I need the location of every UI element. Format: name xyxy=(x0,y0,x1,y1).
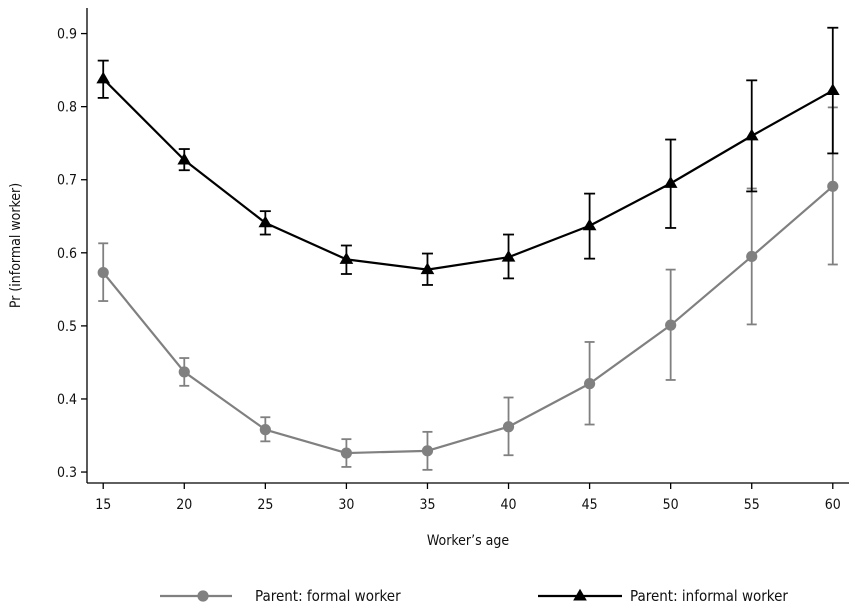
legend-label-informal: Parent: informal worker xyxy=(630,587,788,605)
y-tick-label: 0.7 xyxy=(57,173,77,189)
data-point xyxy=(96,71,111,84)
data-point xyxy=(177,152,192,165)
data-point xyxy=(744,128,759,141)
legend-marker-informal xyxy=(573,588,587,601)
legend-marker-shape xyxy=(197,590,209,602)
data-point xyxy=(582,218,597,231)
x-ticks: 15 20 25 30 35 40 45 50 55 60 xyxy=(95,483,841,513)
data-point xyxy=(339,252,354,264)
data-point xyxy=(178,366,190,378)
legend-label-formal: Parent: formal worker xyxy=(255,587,401,605)
data-point xyxy=(501,249,516,262)
data-point xyxy=(665,319,677,331)
data-point xyxy=(259,424,271,436)
x-axis-label: Worker’s age xyxy=(427,533,510,549)
x-tick-label: 15 xyxy=(95,497,111,513)
x-tick-label: 25 xyxy=(257,497,273,513)
y-tick-label: 0.6 xyxy=(57,246,77,262)
x-tick-label: 30 xyxy=(338,497,354,513)
series-formal xyxy=(97,106,839,471)
x-tick-label: 20 xyxy=(176,497,192,513)
y-tick-label: 0.4 xyxy=(57,392,77,408)
data-point xyxy=(97,266,109,279)
data-point xyxy=(746,250,758,263)
y-tick-label: 0.8 xyxy=(57,100,77,116)
legend-item-formal: Parent: formal worker xyxy=(160,587,401,605)
series-informal xyxy=(96,26,840,286)
data-point xyxy=(663,176,678,188)
legend-marker-formal xyxy=(197,590,209,602)
y-tick-label: 0.3 xyxy=(57,465,77,481)
x-tick-label: 60 xyxy=(825,497,841,513)
data-point xyxy=(827,180,839,192)
data-point xyxy=(340,447,353,459)
data-point xyxy=(258,215,273,228)
plot-area xyxy=(96,26,840,471)
data-point xyxy=(421,445,434,457)
data-point xyxy=(825,83,840,96)
x-tick-label: 40 xyxy=(501,497,517,513)
y-ticks: 0.3 0.4 0.5 0.6 0.7 0.8 0.9 xyxy=(57,27,87,481)
y-tick-label: 0.5 xyxy=(57,319,77,335)
legend-marker-shape xyxy=(573,588,587,601)
legend-item-informal: Parent: informal worker xyxy=(538,587,788,605)
x-tick-label: 35 xyxy=(419,497,435,513)
y-axis-label: Pr (informal worker) xyxy=(8,183,24,308)
data-point xyxy=(502,421,515,433)
series-line xyxy=(102,185,834,455)
x-tick-label: 45 xyxy=(582,497,598,513)
legend: Parent: formal worker Parent: informal w… xyxy=(160,587,788,605)
axes: 0.3 0.4 0.5 0.6 0.7 0.8 0.9 15 20 25 30 35 40 45 50 55… xyxy=(8,8,849,549)
y-tick-label: 0.9 xyxy=(57,27,77,43)
data-point xyxy=(420,262,435,275)
data-point xyxy=(583,378,596,390)
x-tick-label: 50 xyxy=(663,497,679,513)
series-line xyxy=(102,78,834,271)
x-tick-label: 55 xyxy=(744,497,760,513)
